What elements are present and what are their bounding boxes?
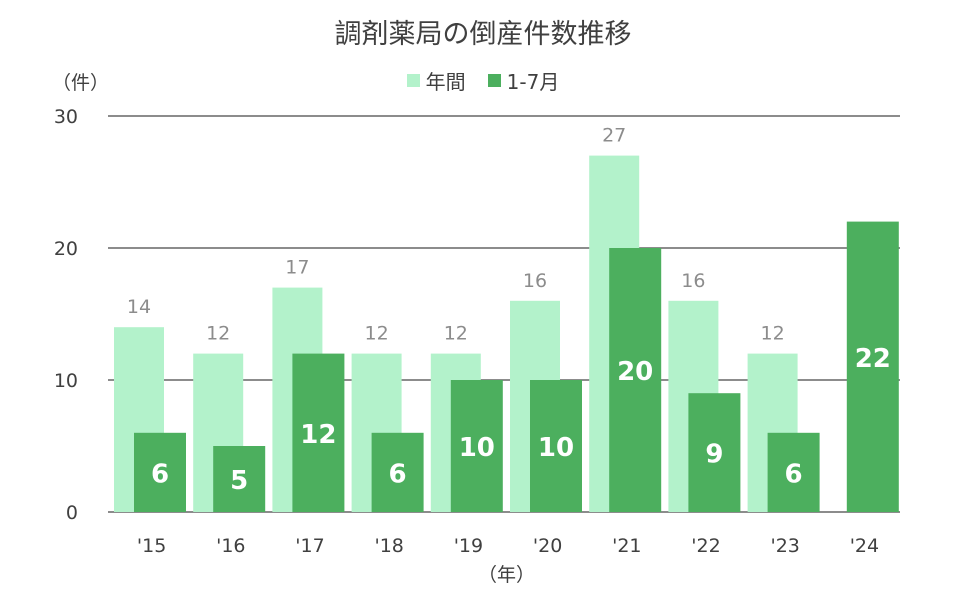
data-label-jan-jul-3: 6 [389,459,407,489]
data-label-annual-7: 16 [681,270,705,292]
y-tick-label-0: 0 [66,502,78,524]
data-label-jan-jul-6: 20 [617,357,653,387]
x-tick-label-6: '21 [612,535,641,557]
legend-swatch-annual [406,74,420,87]
legend-label-annual: 年間 [425,70,466,94]
data-label-jan-jul-0: 6 [151,459,169,489]
x-tick-label-1: '16 [216,535,245,557]
data-label-jan-jul-8: 6 [785,459,803,489]
data-label-jan-jul-4: 10 [459,433,495,463]
legend-item-annual: 年間 [406,66,466,95]
legend-swatch-jan-jul [487,74,501,87]
data-label-annual-6: 27 [602,125,626,147]
data-label-jan-jul-9: 22 [855,344,891,374]
bar-jan-jul-3 [371,432,424,512]
data-label-jan-jul-1: 5 [230,466,248,496]
legend: 年間 1-7月 [0,66,966,95]
x-tick-label-2: '17 [295,535,324,557]
x-tick-label-3: '18 [374,535,403,557]
y-tick-label-30: 30 [54,106,78,128]
bar-jan-jul-0 [134,432,186,512]
data-label-annual-8: 12 [761,323,785,345]
bar-jan-jul-9 [846,221,899,512]
bar-jan-jul-8 [767,432,820,512]
bar-jan-jul-5 [530,380,582,512]
y-axis-unit-label: （件） [52,72,110,94]
legend-label-jan-jul: 1-7月 [506,70,560,94]
legend-item-jan-jul: 1-7月 [487,66,560,95]
data-label-annual-5: 16 [523,270,547,292]
bar-jan-jul-4 [450,380,503,512]
data-label-jan-jul-5: 10 [538,433,574,463]
x-tick-label-7: '22 [691,535,720,557]
data-label-annual-1: 12 [206,323,230,345]
chart-title: 調剤薬局の倒産件数推移 [334,19,632,50]
x-tick-label-0: '15 [137,535,166,557]
data-label-annual-4: 12 [444,323,468,345]
bar-jan-jul-6 [609,248,662,512]
x-axis-unit-label: （年） [478,564,536,586]
y-tick-label-20: 20 [54,238,78,260]
bar-jan-jul-2 [292,353,345,512]
data-label-annual-0: 14 [127,296,151,318]
data-label-jan-jul-2: 12 [300,420,336,450]
bar-jan-jul-1 [213,446,266,512]
x-tick-label-5: '20 [533,535,562,557]
data-label-annual-2: 17 [285,257,309,279]
x-tick-label-8: '23 [770,535,799,557]
data-label-annual-3: 12 [365,323,389,345]
bar-jan-jul-7 [688,393,741,512]
data-label-jan-jul-7: 9 [705,440,723,470]
y-tick-label-10: 10 [54,370,78,392]
x-tick-label-9: '24 [850,535,879,557]
x-tick-label-4: '19 [454,535,483,557]
